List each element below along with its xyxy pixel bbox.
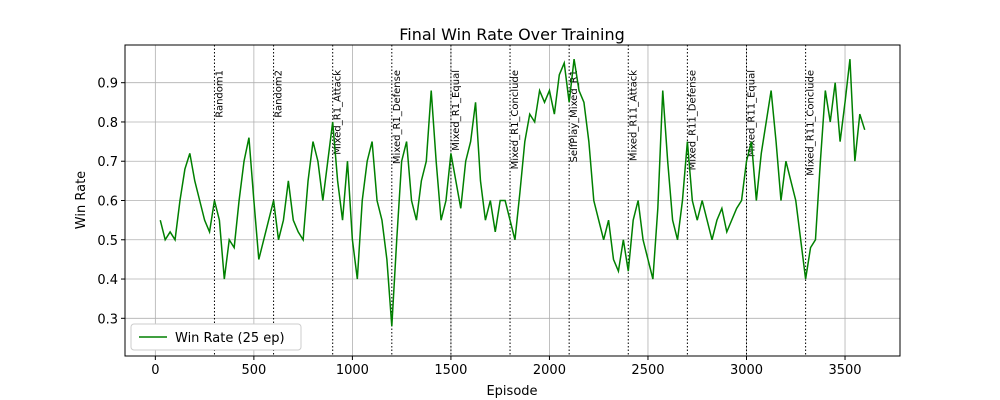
phase-label: Mixed_R11_Attack xyxy=(628,70,639,161)
x-tick-label: 1500 xyxy=(434,363,467,378)
legend-label: Win Rate (25 ep) xyxy=(175,331,285,346)
plot-frame xyxy=(124,44,901,357)
phase-label: Mixed_R1_Attack xyxy=(333,70,344,155)
y-tick-label: 0.4 xyxy=(97,273,118,288)
y-tick-label: 0.7 xyxy=(97,155,118,170)
x-tick-label: 1000 xyxy=(336,363,369,378)
phase-label: Random1 xyxy=(214,70,225,118)
phase-label: Mixed_R11_Equal xyxy=(746,70,757,157)
data-line xyxy=(159,59,866,327)
y-axis-label: Win Rate xyxy=(74,171,89,229)
chart-title: Final Win Rate Over Training xyxy=(399,25,625,44)
phase-label: Mixed_R1_Conclude xyxy=(510,70,521,169)
phase-label: Mixed_R11_Defense xyxy=(687,70,698,170)
y-tick-label: 0.8 xyxy=(97,116,118,131)
legend-box xyxy=(130,323,302,351)
x-tick-label: 2500 xyxy=(631,363,664,378)
phase-label: Mixed_R11_Conclude xyxy=(806,70,817,176)
x-tick-label: 3000 xyxy=(730,363,763,378)
x-tick-label: 3500 xyxy=(828,363,861,378)
x-tick-label: 2000 xyxy=(533,363,566,378)
x-axis-label: Episode xyxy=(486,384,537,399)
phase-label: Mixed_R1_Defense xyxy=(392,70,403,164)
phase-label: SelfPlay_Mixed_R1 xyxy=(569,70,580,162)
y-tick-label: 0.6 xyxy=(97,195,118,210)
legend: Win Rate (25 ep) xyxy=(130,323,302,351)
phase-label: Random2 xyxy=(274,70,285,118)
y-tick-label: 0.9 xyxy=(97,77,118,92)
y-tick-label: 0.3 xyxy=(97,312,118,327)
phase-label: Mixed_R1_Equal xyxy=(451,70,462,151)
x-tick-label: 0 xyxy=(151,363,159,378)
x-tick-label: 500 xyxy=(241,363,266,378)
y-tick-label: 0.5 xyxy=(97,234,118,249)
